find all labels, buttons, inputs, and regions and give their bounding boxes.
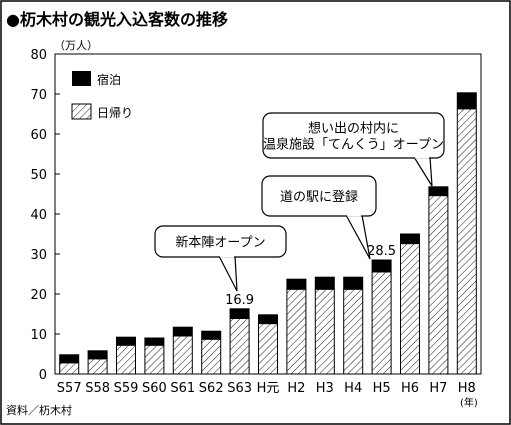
y-tick-label: 80 xyxy=(30,48,47,63)
callout-pointer xyxy=(412,156,433,187)
callout-pointer xyxy=(218,255,238,292)
x-tick-label: H5 xyxy=(373,381,391,396)
bar-stay xyxy=(172,326,193,337)
bar-stay xyxy=(456,92,477,110)
bar-daytrip xyxy=(400,243,420,375)
bar-stay xyxy=(258,314,278,325)
y-tick-label: 30 xyxy=(30,248,47,263)
bar-stay xyxy=(371,259,392,273)
bar-daytrip xyxy=(229,317,250,375)
bar-daytrip xyxy=(87,358,108,375)
bar-daytrip xyxy=(371,271,392,375)
bar-stay xyxy=(286,278,307,290)
bar-daytrip xyxy=(258,323,278,375)
x-tick-label: S57 xyxy=(57,381,82,396)
bar-daytrip xyxy=(286,288,307,375)
bar-daytrip xyxy=(116,344,136,375)
callout-text: 道の駅に登録 xyxy=(280,190,358,205)
legend-label-stay: 宿泊 xyxy=(97,72,121,87)
bar-daytrip xyxy=(428,195,449,375)
x-tick-label: H4 xyxy=(344,381,362,396)
x-axis-ticks: S57 S58 S59 S60 S61 S62 S63 H元 H2 H3 H4 H5 H6 H7 H8 xyxy=(57,381,476,396)
bar-value-label: 28.5 xyxy=(367,244,396,259)
callout-pointer xyxy=(344,214,371,260)
callout-text: 温泉施設「てんくう」オープン xyxy=(263,137,444,153)
bar-stay xyxy=(428,186,449,197)
x-tick-label: H2 xyxy=(287,381,305,396)
y-tick-label: 60 xyxy=(30,128,47,143)
bar-stay xyxy=(116,336,136,346)
y-tick-label: 50 xyxy=(30,168,47,183)
y-tick-label: 10 xyxy=(30,328,47,343)
chart-title: ●杤木村の観光入込客数の推移 xyxy=(6,10,228,29)
x-tick-label: S60 xyxy=(142,381,167,396)
source-note: 資料／杤木村 xyxy=(6,403,72,417)
x-tick-label: H元 xyxy=(257,381,280,396)
x-tick-label: H6 xyxy=(401,381,419,396)
bars xyxy=(59,92,477,375)
bar-stay xyxy=(400,233,420,245)
bar-daytrip xyxy=(172,335,193,375)
callout-box xyxy=(262,112,445,159)
x-tick-label: S61 xyxy=(170,381,195,396)
x-tick-label: S59 xyxy=(114,381,139,396)
callout-text: 新本陣オープン xyxy=(175,235,265,251)
y-tick-label: 0 xyxy=(39,368,47,383)
x-tick-label: H8 xyxy=(458,381,476,396)
bar-stay xyxy=(314,276,335,290)
bar-daytrip xyxy=(314,288,335,375)
legend-label-daytrip: 日帰り xyxy=(97,106,133,120)
y-axis-label: （万人） xyxy=(54,39,98,52)
bar-daytrip xyxy=(144,344,165,375)
callout-text: 想い出の村内に xyxy=(308,121,399,137)
legend: 宿泊 日帰り xyxy=(71,71,133,120)
bar-stay xyxy=(87,350,108,360)
bar-stay xyxy=(201,330,222,340)
x-tick-label: S58 xyxy=(85,381,110,396)
x-tick-label: H7 xyxy=(429,381,447,396)
bar-value-label: 16.9 xyxy=(225,293,254,308)
y-axis-ticks: 0 10 20 30 40 50 60 70 80 xyxy=(30,48,60,383)
bar-daytrip xyxy=(343,288,364,375)
x-tick-label: S62 xyxy=(199,381,224,396)
callout-S63: 新本陣オープン xyxy=(154,225,287,292)
value-labels: 16.9 28.5 xyxy=(225,244,396,308)
bar-stay xyxy=(144,337,165,346)
legend-swatch-daytrip xyxy=(71,103,92,120)
bar-stay xyxy=(229,308,250,319)
bar-daytrip xyxy=(59,362,80,375)
y-tick-label: 20 xyxy=(30,288,47,303)
bar-stay xyxy=(343,276,364,290)
bar-daytrip xyxy=(456,108,477,375)
y-tick-label: 40 xyxy=(30,208,47,223)
y-tick-label: 70 xyxy=(30,88,47,103)
bar-stay xyxy=(59,354,80,364)
x-axis-unit: (年) xyxy=(460,396,478,409)
callout-H5: 道の駅に登録 xyxy=(261,175,377,260)
legend-swatch-stay xyxy=(72,71,91,86)
x-tick-label: H3 xyxy=(316,381,334,396)
callout-box xyxy=(261,175,377,217)
bar-daytrip xyxy=(201,338,222,375)
x-tick-label: S63 xyxy=(227,381,252,396)
